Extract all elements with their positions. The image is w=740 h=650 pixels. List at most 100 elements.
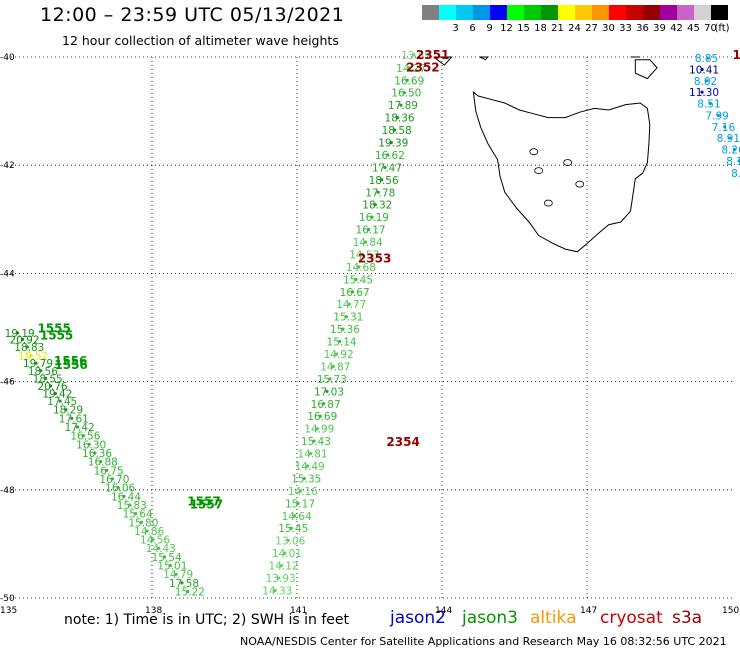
wave-height-label: 8.85 <box>695 53 718 65</box>
wave-height-label: 14.92 <box>324 349 354 361</box>
wave-height-label: 17.45 <box>47 396 77 408</box>
lat-label: -50 <box>0 594 15 604</box>
track-point <box>180 581 184 585</box>
track-point <box>44 376 48 380</box>
track-point <box>737 159 740 163</box>
wave-height-label: 15.31 <box>333 312 363 324</box>
wave-height-label: 16.19 <box>359 212 389 224</box>
track-point <box>81 434 85 438</box>
track-point <box>723 125 727 129</box>
track-point <box>296 501 300 505</box>
legend-label: 21 <box>551 23 564 34</box>
track-point <box>393 128 397 132</box>
legend-label: 12 <box>500 23 513 34</box>
track-point <box>70 416 74 420</box>
wave-height-label: 15.45 <box>278 523 308 535</box>
legend-label: 39 <box>653 23 666 34</box>
wave-height-label: 16.70 <box>99 474 129 486</box>
track-point <box>34 361 38 365</box>
wave-height-label: 16.17 <box>356 225 386 237</box>
island-outline <box>634 59 658 80</box>
lake-outline <box>563 159 573 166</box>
wave-height-label: 15.14 <box>327 337 357 349</box>
wave-height-label: 16.62 <box>375 150 405 162</box>
wave-height-label: 16.75 <box>94 465 124 477</box>
track-point <box>312 439 316 443</box>
legend-label: 33 <box>619 23 632 34</box>
wave-height-label: 13.59 <box>401 50 431 62</box>
track-point <box>347 302 351 306</box>
track-point <box>706 56 710 60</box>
track-west: 19.1920.9218.8319.5219.7918.5618.5520.76… <box>5 328 205 599</box>
track-point <box>412 53 416 57</box>
track-point <box>64 408 68 412</box>
legend-unit: (ft) <box>714 23 730 34</box>
island-outline <box>433 56 453 66</box>
track-point <box>395 115 400 120</box>
map-subtitle: 12 hour collection of altimeter wave hei… <box>62 33 339 48</box>
track-point <box>168 563 172 568</box>
legend-swatch <box>592 5 609 20</box>
wave-height-label: 14.84 <box>353 237 383 249</box>
wave-height-label: 14.16 <box>288 486 318 498</box>
wave-height-label: 15.54 <box>152 552 182 564</box>
wave-height-label: 14.12 <box>269 561 299 573</box>
legend-label: 42 <box>670 23 683 34</box>
track-point <box>58 399 62 403</box>
satellite-tracks: 8.8510.418.0211.308.517.997.168.918.268.… <box>5 50 740 599</box>
track-point <box>87 442 91 446</box>
wave-height-label: 19.52 <box>18 351 48 363</box>
track-point <box>379 178 384 182</box>
track-point <box>366 227 371 232</box>
wave-height-label: 15.22 <box>175 587 205 599</box>
tasmania-outline <box>472 91 651 253</box>
lake-outline <box>534 167 544 175</box>
wave-height-label: 17.61 <box>59 413 89 425</box>
legend-swatch <box>660 5 677 20</box>
lake-outline <box>575 180 585 188</box>
track-point <box>53 391 57 396</box>
legend-label: 30 <box>602 23 615 34</box>
track-point <box>151 537 155 542</box>
wave-height-label: 14.68 <box>346 262 376 274</box>
wave-height-label: 14.53 <box>349 249 379 261</box>
track-point <box>373 203 377 207</box>
legend-label: 70 <box>704 23 717 34</box>
legend-swatch <box>507 5 524 20</box>
track-point <box>383 165 387 169</box>
track-point <box>357 265 361 269</box>
track-point <box>174 572 178 576</box>
lat-label: -44 <box>0 269 15 279</box>
track-point <box>389 140 393 145</box>
credit-line: NOAA/NESDIS Center for Satellite Applica… <box>240 635 727 648</box>
legend-swatch <box>473 5 490 20</box>
track-point <box>289 526 293 530</box>
wave-height-label: 17.47 <box>372 162 402 174</box>
wave-height-label: 20.76 <box>38 381 68 393</box>
track-point <box>139 520 143 524</box>
wave-height-label: 14.79 <box>163 569 193 581</box>
track-point <box>376 190 380 194</box>
track-point <box>157 546 161 550</box>
lat-label: -46 <box>0 378 15 388</box>
map-title: 12:00 – 23:59 UTC 05/13/2021 <box>40 4 345 26</box>
time-labels: 2351 123522353235415551555155615561557155… <box>37 48 740 512</box>
wave-height-label: 19.42 <box>42 389 72 401</box>
wave-height-label: 11.30 <box>689 87 719 99</box>
wave-height-label: 18.58 <box>382 125 412 137</box>
legend-swatch <box>422 5 439 20</box>
time-label: 1556 <box>54 358 87 372</box>
track-point <box>104 468 109 472</box>
track-point <box>116 486 120 490</box>
wave-height-label: 14.49 <box>295 461 325 473</box>
wave-height-label: 7.16 <box>712 122 736 134</box>
track-point <box>39 369 43 373</box>
wave-height-label: 16.69 <box>394 75 424 87</box>
track-point <box>16 331 20 335</box>
track-point <box>20 337 25 342</box>
legend-swatch <box>490 5 507 20</box>
wave-height-label: 16.50 <box>391 88 421 100</box>
legend-swatch <box>609 5 626 20</box>
track-point <box>321 402 326 406</box>
